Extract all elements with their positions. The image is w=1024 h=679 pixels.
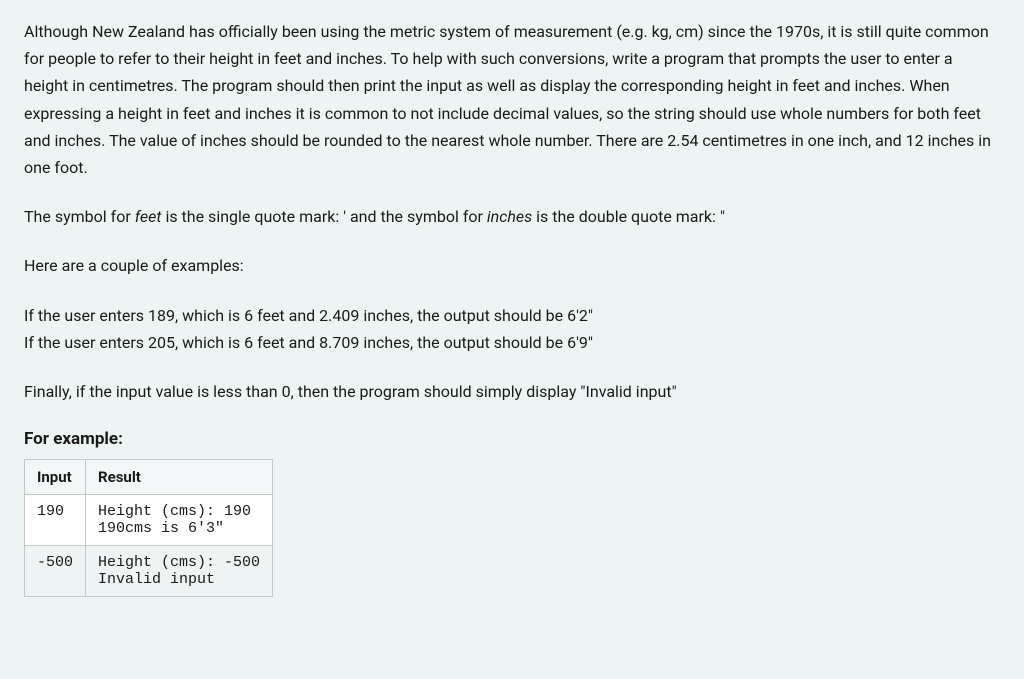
- text-fragment: is the single quote mark: ' and the symb…: [161, 207, 486, 226]
- table-cell-input: 190: [25, 495, 86, 546]
- table-header-row: Input Result: [25, 460, 273, 495]
- for-example-heading: For example:: [24, 429, 1000, 449]
- table-cell-result: Height (cms): -500 Invalid input: [86, 546, 273, 597]
- table-row: -500 Height (cms): -500 Invalid input: [25, 546, 273, 597]
- problem-statement: Although New Zealand has officially been…: [0, 0, 1024, 621]
- paragraph-intro: Although New Zealand has officially been…: [24, 18, 1000, 181]
- table-header-result: Result: [86, 460, 273, 495]
- example-line: If the user enters 189, which is 6 feet …: [24, 302, 1000, 329]
- text-fragment: The symbol for: [24, 207, 135, 226]
- table-row: 190 Height (cms): 190 190cms is 6'3": [25, 495, 273, 546]
- paragraph-symbols: The symbol for feet is the single quote …: [24, 203, 1000, 230]
- example-line: If the user enters 205, which is 6 feet …: [24, 329, 1000, 356]
- italic-inches: inches: [487, 207, 532, 226]
- table-cell-result: Height (cms): 190 190cms is 6'3": [86, 495, 273, 546]
- example-table: Input Result 190 Height (cms): 190 190cm…: [24, 459, 273, 597]
- text-fragment: is the double quote mark: ": [532, 207, 725, 226]
- table-cell-input: -500: [25, 546, 86, 597]
- table-header-input: Input: [25, 460, 86, 495]
- example-lines: If the user enters 189, which is 6 feet …: [24, 302, 1000, 356]
- paragraph-invalid: Finally, if the input value is less than…: [24, 378, 1000, 405]
- paragraph-examples-intro: Here are a couple of examples:: [24, 252, 1000, 279]
- italic-feet: feet: [135, 207, 162, 226]
